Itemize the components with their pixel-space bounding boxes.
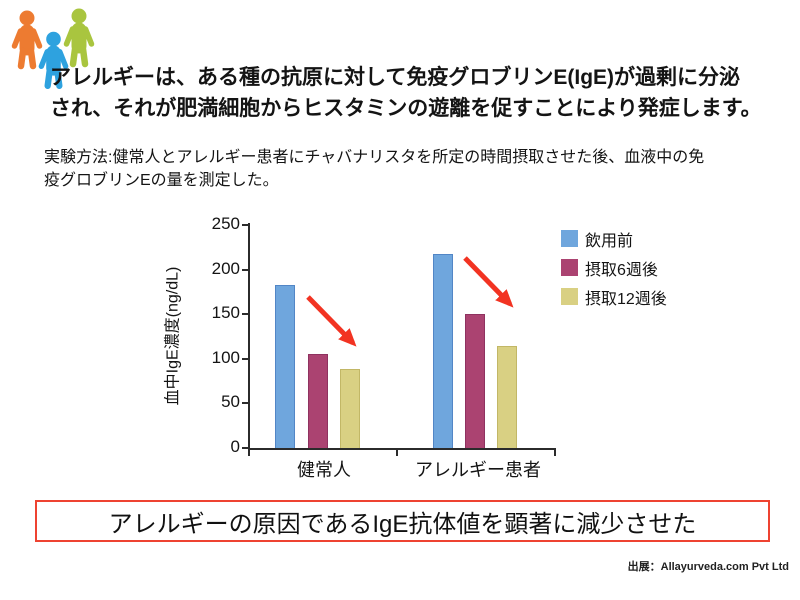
method-text: 実験方法:健常人とアレルギー患者にチャバナリスタを所定の時間摂取させた後、血液中… [44,146,704,192]
legend-swatch [561,259,578,276]
y-tick-label: 250 [211,214,240,233]
person-blue-icon [38,31,69,89]
decrease-arrows-layer [306,256,514,347]
legend-swatch [561,230,578,247]
y-axis-tick [242,224,249,226]
y-tick-label: 100 [211,347,240,367]
legend-label: 摂取6週後 [585,261,658,279]
y-tick-label: 150 [211,303,240,323]
legend-label: 摂取12週後 [585,290,667,308]
y-tick-label: 0 [230,437,240,456]
bar-アレルギー患者-摂取12週後 [497,346,517,448]
y-axis-tick [242,357,249,360]
decrease-arrow-icon [306,295,357,347]
bar-アレルギー患者-飲用前 [433,254,453,448]
x-axis-tick [554,450,556,456]
bar-健常人-飲用前 [275,285,295,448]
y-axis-tick [242,268,249,271]
method-line2: 疫グロブリンEの量を測定した。 [44,172,279,189]
bar-健常人-摂取6週後 [308,354,328,448]
x-axis-line [248,448,556,450]
legend-item: 摂取6週後 [561,253,667,282]
legend-label: 飲用前 [585,232,634,250]
person-orange-icon [11,10,43,70]
method-line1: 実験方法:健常人とアレルギー患者にチャバナリスタを所定の時間摂取させた後、血液中… [44,149,705,166]
category-label-allergy: アレルギー患者 [415,460,541,480]
bar-アレルギー患者-摂取6週後 [465,314,485,448]
legend-item: 摂取12週後 [561,282,667,311]
x-axis-tick [248,450,250,456]
category-label-healthy: 健常人 [297,460,351,480]
legend-swatch [561,288,578,305]
conclusion-box: アレルギーの原因であるIgE抗体値を顕著に減少させた [35,500,770,542]
headline-line2: され、それが肥満細胞からヒスタミンの遊離を促すことにより発症します。 [50,97,762,120]
x-axis-tick [396,450,398,456]
plot-area [250,225,556,448]
y-tick-label: 50 [221,392,240,412]
y-axis-line [248,223,250,450]
y-tick-label: 200 [211,258,240,278]
headline-line1: アレルギーは、ある種の抗原に対して免疫グロブリンE(IgE)が過剰に分泌 [50,66,741,89]
conclusion-text: アレルギーの原因であるIgE抗体値を顕著に減少させた [108,510,697,538]
y-axis-title: 血中IgE濃度(ng/dL) [164,266,182,406]
bar-健常人-摂取12週後 [340,369,360,448]
chart-legend: 飲用前摂取6週後摂取12週後 [561,224,667,311]
y-axis-tick [242,313,249,316]
y-axis-tick [242,402,249,405]
legend-item: 飲用前 [561,224,667,253]
headline: アレルギーは、ある種の抗原に対して免疫グロブリンE(IgE)が過剰に分泌 され、… [50,62,762,124]
source-credit: 出展：Allayurveda.com Pvt Ltd [627,561,789,573]
y-axis-tick [242,447,249,449]
decrease-arrow-icon [463,256,514,308]
person-green-icon [63,8,95,68]
